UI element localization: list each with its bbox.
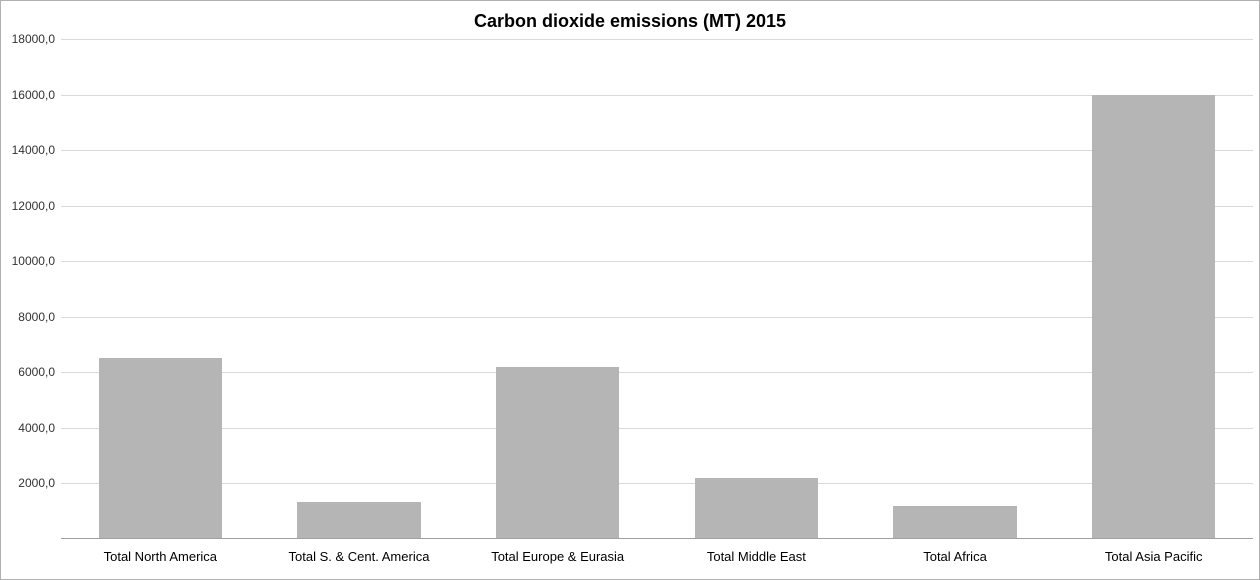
bar xyxy=(1092,95,1215,539)
x-axis-label: Total S. & Cent. America xyxy=(260,549,459,564)
bar-slot xyxy=(856,39,1055,539)
bar xyxy=(893,506,1016,539)
x-axis-label: Total Africa xyxy=(856,549,1055,564)
bar-slot xyxy=(657,39,856,539)
y-tick-label: 2000,0 xyxy=(18,476,61,490)
bar xyxy=(297,502,420,540)
y-tick-label: 14000,0 xyxy=(12,143,61,157)
bar-slot xyxy=(260,39,459,539)
y-tick-label: 18000,0 xyxy=(12,32,61,46)
y-tick-label: 12000,0 xyxy=(12,199,61,213)
bar-slot xyxy=(61,39,260,539)
x-axis-label: Total North America xyxy=(61,549,260,564)
x-axis-label: Total Middle East xyxy=(657,549,856,564)
bar xyxy=(99,358,222,539)
bar-slot xyxy=(1054,39,1253,539)
x-axis-label: Total Asia Pacific xyxy=(1054,549,1253,564)
y-tick-label: 10000,0 xyxy=(12,254,61,268)
chart-title: Carbon dioxide emissions (MT) 2015 xyxy=(1,11,1259,32)
y-tick-label: 16000,0 xyxy=(12,88,61,102)
bar xyxy=(496,367,619,539)
y-tick-label: 6000,0 xyxy=(18,365,61,379)
co2-emissions-bar-chart: Carbon dioxide emissions (MT) 2015 2000,… xyxy=(0,0,1260,580)
y-tick-label: 4000,0 xyxy=(18,421,61,435)
bar-slot xyxy=(458,39,657,539)
x-axis-labels: Total North AmericaTotal S. & Cent. Amer… xyxy=(61,549,1253,564)
plot-area: 2000,04000,06000,08000,010000,012000,014… xyxy=(61,39,1253,539)
x-axis-label: Total Europe & Eurasia xyxy=(458,549,657,564)
x-axis-baseline xyxy=(61,538,1253,539)
y-tick-label: 8000,0 xyxy=(18,310,61,324)
bar xyxy=(695,478,818,539)
bars-row xyxy=(61,39,1253,539)
